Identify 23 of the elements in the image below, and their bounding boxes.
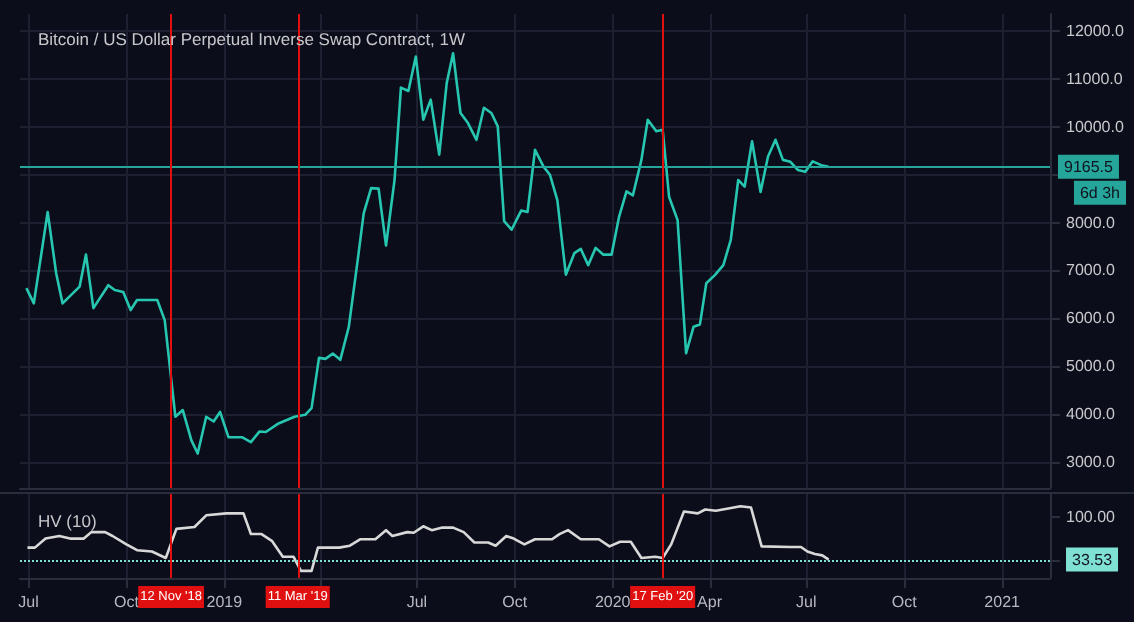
x-tick-label: 2020 bbox=[594, 593, 632, 611]
y-tick-label: 11000.0 bbox=[1066, 70, 1124, 89]
text: HV (10) bbox=[38, 511, 97, 531]
x-tick-label: Jul bbox=[406, 593, 428, 611]
y-tick-label: 100.00 bbox=[1066, 507, 1117, 526]
x-tick-label: Jul bbox=[18, 593, 40, 611]
y-tick-label: 3000.0 bbox=[1066, 452, 1117, 471]
ref-line-label: 9165.5 bbox=[1064, 157, 1115, 176]
y-tick-label: 12000.0 bbox=[1066, 22, 1125, 41]
y-tick-label: 4000.0 bbox=[1066, 404, 1117, 423]
x-tick-label: Oct bbox=[502, 593, 529, 611]
y-tick-label: 33.53 bbox=[1072, 550, 1114, 569]
y-tick-label: 7000.0 bbox=[1066, 261, 1117, 280]
x-tick-label: Jul bbox=[796, 593, 817, 611]
y-tick-label: 6000.0 bbox=[1066, 309, 1117, 328]
y-tick-label: 8000.0 bbox=[1066, 213, 1117, 232]
text: 6d 3h bbox=[1079, 183, 1121, 202]
x-tick-label: 2019 bbox=[206, 593, 244, 611]
x-tick-label: 2021 bbox=[984, 593, 1022, 611]
y-tick-label: 10000.0 bbox=[1066, 117, 1125, 136]
x-tick-label: Apr bbox=[697, 593, 723, 611]
y-tick-label: 5000.0 bbox=[1066, 357, 1117, 376]
x-tick-label: Oct bbox=[891, 593, 919, 611]
